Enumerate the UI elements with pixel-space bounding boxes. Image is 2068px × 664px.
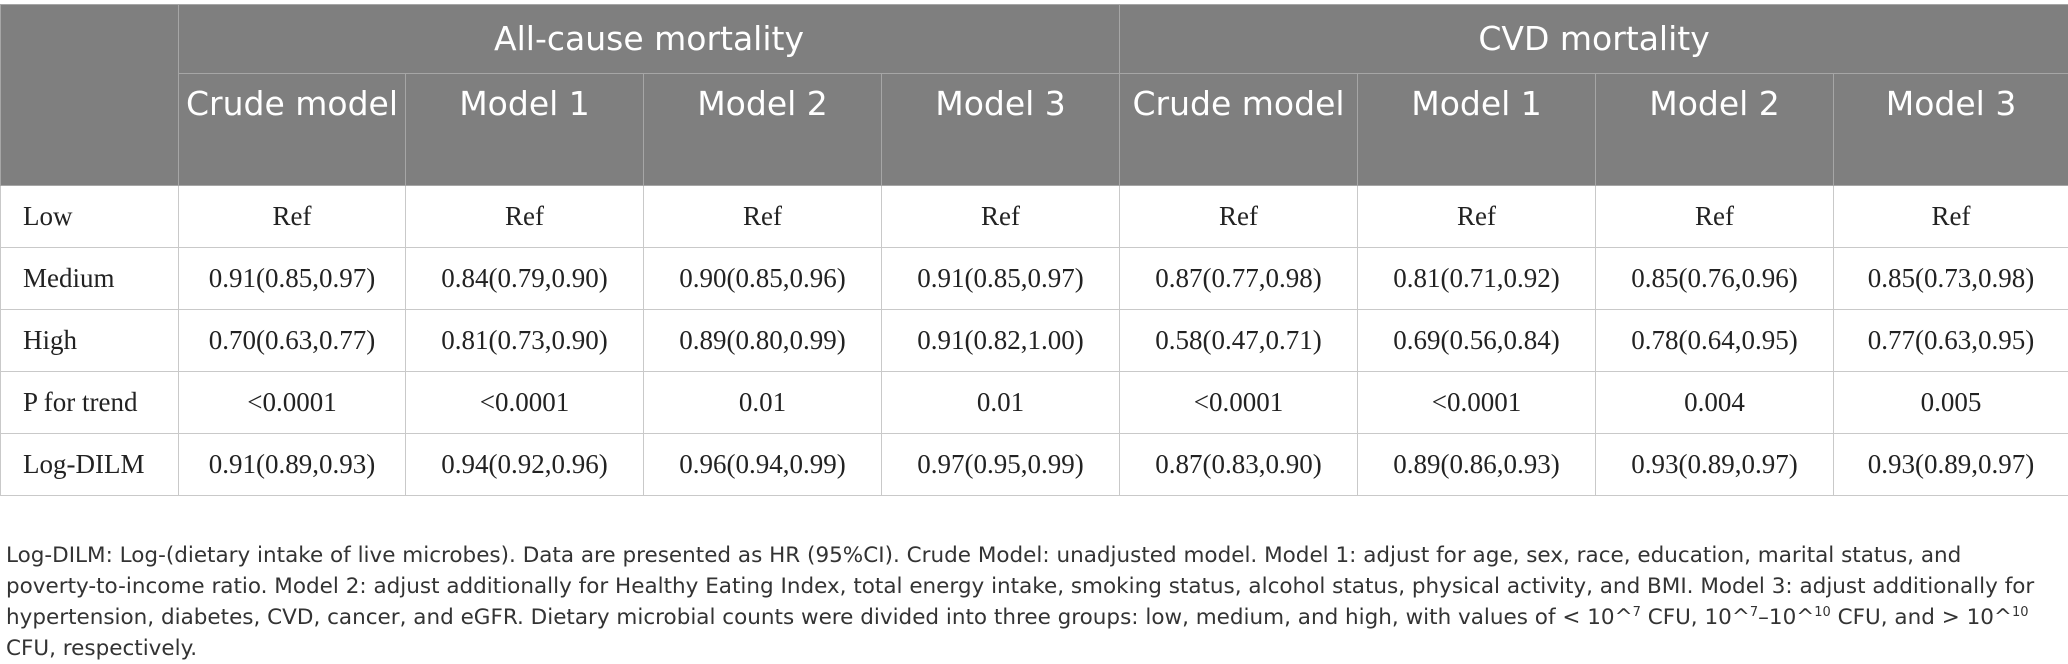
table-cell: 0.58(0.47,0.71) [1120,310,1358,372]
table-cell: Ref [1596,186,1834,248]
corner-header-cell [1,5,179,186]
model-header-model-3: Model 3 [882,74,1120,186]
table-cell: 0.69(0.56,0.84) [1358,310,1596,372]
footnote-text: –10^ [1758,605,1814,630]
row-label: Log-DILM [1,434,179,496]
table-cell: 0.97(0.95,0.99) [882,434,1120,496]
table-cell: 0.84(0.79,0.90) [406,248,644,310]
table-cell: Ref [882,186,1120,248]
model-header-model-1: Model 1 [406,74,644,186]
table-cell: 0.91(0.82,1.00) [882,310,1120,372]
footnote-exponent: 10 [2012,604,2029,619]
model-header-model-2: Model 2 [644,74,882,186]
table-cell: 0.77(0.63,0.95) [1834,310,2068,372]
footnote-text: CFU, and > 10^ [1831,605,2012,630]
row-label: Medium [1,248,179,310]
table-cell: 0.004 [1596,372,1834,434]
table-cell: 0.78(0.64,0.95) [1596,310,1834,372]
model-header-model-1: Model 1 [1358,74,1596,186]
table-cell: Ref [179,186,406,248]
table-cell: 0.81(0.73,0.90) [406,310,644,372]
table-cell: 0.87(0.77,0.98) [1120,248,1358,310]
table-cell: Ref [1834,186,2068,248]
table-cell: 0.89(0.80,0.99) [644,310,882,372]
row-label: P for trend [1,372,179,434]
table-cell: Ref [1358,186,1596,248]
table-cell: 0.01 [882,372,1120,434]
footnote-text: CFU, respectively. [6,636,197,661]
model-header-crude: Crude model [179,74,406,186]
group-header-all-cause: All-cause mortality [179,5,1120,74]
table-cell: 0.91(0.85,0.97) [179,248,406,310]
footnote-exponent: 7 [1633,604,1641,619]
table-cell: 0.01 [644,372,882,434]
table-row-high: High 0.70(0.63,0.77) 0.81(0.73,0.90) 0.8… [1,310,2068,372]
table-row-p-for-trend: P for trend <0.0001 <0.0001 0.01 0.01 <0… [1,372,2068,434]
table-cell: Ref [1120,186,1358,248]
table-cell: <0.0001 [406,372,644,434]
table-cell: <0.0001 [179,372,406,434]
table-row-log-dilm: Log-DILM 0.91(0.89,0.93) 0.94(0.92,0.96)… [1,434,2068,496]
table-cell: 0.70(0.63,0.77) [179,310,406,372]
table-cell: 0.96(0.94,0.99) [644,434,882,496]
footnote-exponent: 7 [1750,604,1758,619]
model-header-model-3: Model 3 [1834,74,2068,186]
row-label: High [1,310,179,372]
table-cell: Ref [644,186,882,248]
table-cell: 0.85(0.76,0.96) [1596,248,1834,310]
table-cell: <0.0001 [1358,372,1596,434]
results-table: All-cause mortality CVD mortality Crude … [0,4,2068,496]
table-cell: 0.005 [1834,372,2068,434]
table-cell: 0.89(0.86,0.93) [1358,434,1596,496]
table-cell: <0.0001 [1120,372,1358,434]
table-cell: 0.81(0.71,0.92) [1358,248,1596,310]
table-cell: Ref [406,186,644,248]
table-cell: 0.90(0.85,0.96) [644,248,882,310]
table-cell: 0.93(0.89,0.97) [1834,434,2068,496]
table-cell: 0.85(0.73,0.98) [1834,248,2068,310]
model-header-model-2: Model 2 [1596,74,1834,186]
table-cell: 0.91(0.89,0.93) [179,434,406,496]
model-header-crude: Crude model [1120,74,1358,186]
table-cell: 0.91(0.85,0.97) [882,248,1120,310]
footnote-exponent: 10 [1814,604,1831,619]
table-cell: 0.87(0.83,0.90) [1120,434,1358,496]
table-footnote: Log-DILM: Log-(dietary intake of live mi… [6,540,2056,664]
table-cell: 0.93(0.89,0.97) [1596,434,1834,496]
row-label: Low [1,186,179,248]
table-row-medium: Medium 0.91(0.85,0.97) 0.84(0.79,0.90) 0… [1,248,2068,310]
group-header-cvd: CVD mortality [1120,5,2068,74]
table-cell: 0.94(0.92,0.96) [406,434,644,496]
footnote-text: CFU, 10^ [1641,605,1750,630]
table-row-low: Low Ref Ref Ref Ref Ref Ref Ref Ref [1,186,2068,248]
